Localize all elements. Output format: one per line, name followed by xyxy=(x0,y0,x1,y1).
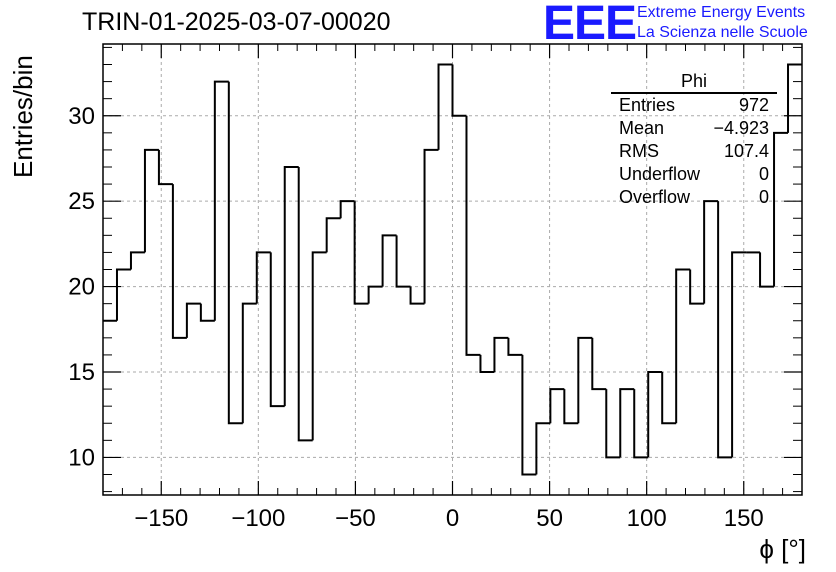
y-tick-label: 10 xyxy=(68,444,95,471)
histogram-bin xyxy=(381,234,397,287)
stat-label: Underflow xyxy=(619,164,701,184)
histogram-bin xyxy=(115,268,131,321)
stat-value: 0 xyxy=(758,187,769,207)
histogram-bin xyxy=(157,149,173,186)
stat-label: Mean xyxy=(619,118,665,138)
stat-label: Overflow xyxy=(619,187,691,207)
histogram-bin xyxy=(717,201,733,459)
x-tick-label: −100 xyxy=(231,505,285,532)
histogram-bin xyxy=(577,336,593,424)
stat-label: RMS xyxy=(619,141,659,161)
histogram-bin xyxy=(465,115,481,356)
histogram-bin xyxy=(297,167,313,442)
histogram-bin xyxy=(353,201,369,305)
histogram-bin xyxy=(129,251,145,270)
histogram-bin xyxy=(339,200,355,219)
histogram-bin xyxy=(213,80,229,321)
x-axis-label: ϕ [°] xyxy=(759,534,806,564)
stats-box: Phi Entries 972 Mean −4.923 RMS 107.4 Un… xyxy=(611,70,777,209)
histogram-bin xyxy=(255,251,271,304)
histogram-bin xyxy=(731,251,747,458)
histogram-bin xyxy=(395,235,411,288)
stats-title: Phi xyxy=(611,70,777,94)
histogram-bin xyxy=(535,422,551,475)
histogram-bin xyxy=(143,148,159,253)
histogram-bin xyxy=(479,354,495,373)
histogram-bin xyxy=(703,200,719,304)
logo-line-1: Extreme Energy Events xyxy=(637,4,806,21)
stat-row-rms: RMS 107.4 xyxy=(611,140,777,163)
histogram-bin xyxy=(367,285,383,304)
stat-label: Entries xyxy=(619,95,676,115)
histogram-bin xyxy=(675,268,691,424)
histogram-bin xyxy=(633,389,649,459)
histogram-bin xyxy=(689,269,705,305)
histogram-bin xyxy=(199,303,215,322)
histogram-bin xyxy=(241,302,257,424)
logo-line-2: La Scienza nelle Scuole xyxy=(637,24,808,41)
y-tick-label: 20 xyxy=(68,274,95,301)
y-tick-label: 30 xyxy=(68,103,95,130)
stat-row-underflow: Underflow 0 xyxy=(611,163,777,186)
stat-value: −4.923 xyxy=(713,118,769,138)
x-tick-label: 0 xyxy=(446,505,459,532)
x-tick-label: 150 xyxy=(724,505,764,532)
histogram-bin xyxy=(493,336,509,372)
stat-value: 972 xyxy=(738,95,769,115)
histogram-bin xyxy=(605,389,621,459)
histogram-bin xyxy=(171,184,187,339)
eee-logo-mark: EEE xyxy=(543,0,637,50)
stat-row-mean: Mean −4.923 xyxy=(611,117,777,140)
stat-value: 107.4 xyxy=(723,141,769,161)
histogram-bin xyxy=(409,286,425,305)
x-tick-label: 50 xyxy=(536,505,563,532)
histogram-bin xyxy=(661,372,677,425)
histogram-bin xyxy=(549,388,565,424)
histogram-bin xyxy=(325,217,341,253)
histogram-bin xyxy=(521,354,537,476)
histogram-bin xyxy=(773,131,789,287)
histogram-bin xyxy=(423,148,439,304)
stat-row-entries: Entries 972 xyxy=(611,94,777,117)
x-tick-label: 100 xyxy=(627,505,667,532)
stat-row-overflow: Overflow 0 xyxy=(611,186,777,209)
histogram-bin xyxy=(591,337,607,391)
histogram-bars xyxy=(103,63,802,476)
histogram-bin xyxy=(227,81,243,425)
histogram-bin xyxy=(283,166,299,407)
eee-logo-text: Extreme Energy Events La Scienza nelle S… xyxy=(637,3,808,43)
y-tick-label: 25 xyxy=(68,188,95,215)
histogram-bin xyxy=(563,389,579,425)
x-tick-label: −150 xyxy=(134,505,188,532)
histogram-bin xyxy=(647,371,663,458)
histogram-bin xyxy=(451,64,467,117)
x-tick-label: −50 xyxy=(335,505,376,532)
chart-title: TRIN-01-2025-03-07-00020 xyxy=(82,8,391,36)
histogram-bin xyxy=(759,252,775,288)
histogram-bin xyxy=(619,388,635,458)
histogram-bin xyxy=(185,302,201,338)
y-tick-label: 15 xyxy=(68,359,95,386)
y-axis-label: Entries/bin xyxy=(8,55,38,178)
axes: −150 −100 −50 0 50 100 150 10 15 20 25 30 xyxy=(68,43,803,532)
histogram-bin xyxy=(311,251,327,441)
histogram-bin xyxy=(269,252,285,408)
histogram-bin xyxy=(437,63,453,150)
histogram-bin xyxy=(507,337,523,356)
stat-value: 0 xyxy=(758,164,769,184)
